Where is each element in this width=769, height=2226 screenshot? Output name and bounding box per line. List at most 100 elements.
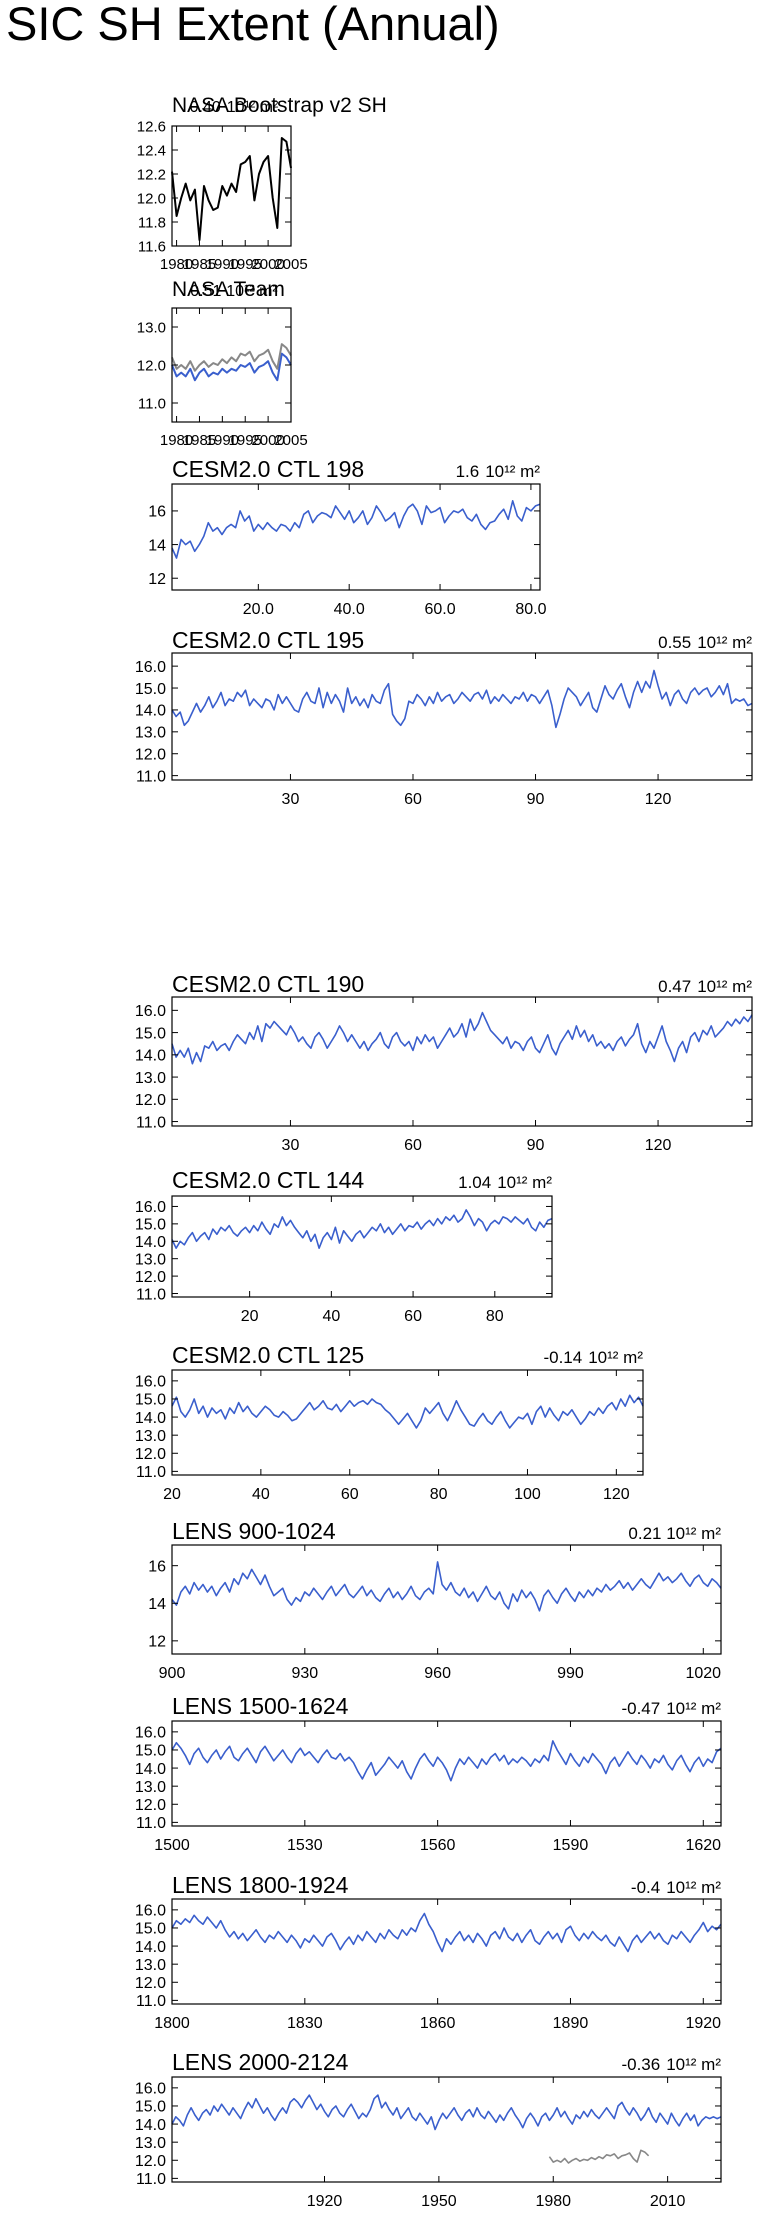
x-tick-label: 960 [424, 1665, 451, 1682]
y-tick-label: 16.0 [135, 1003, 166, 1020]
x-tick-label: 60.0 [424, 601, 455, 618]
x-tick-label: 1980 [160, 432, 193, 449]
series-line [171, 1740, 722, 1782]
trend-value: 0.51 [190, 283, 221, 300]
series-line [171, 1394, 644, 1429]
trend-unit: 10¹² m² [697, 633, 752, 652]
trend-unit: 10¹² m² [697, 977, 752, 996]
trend-annotation: 0.40 10¹² m² [190, 99, 279, 116]
x-tick-label: 2005 [274, 256, 307, 273]
y-tick-label: 13.0 [135, 1957, 166, 1974]
plot-frame [171, 2076, 722, 2183]
chart-panel: 11.012.013.014.015.016.0 20 40 60 80 100 120 CE… [135, 1342, 644, 1503]
page-title: SIC SH Extent (Annual) [6, 0, 500, 50]
trend-value: -0.36 [621, 2055, 660, 2074]
series-line [171, 1561, 722, 1612]
trend-unit: 10¹² m² [227, 99, 279, 116]
y-tick-label: 15.0 [135, 1743, 166, 1760]
series-line [171, 352, 292, 382]
chart-panel: 11.0 12.0 13.0 14.0 15.0 16.0 30 60 90 120 CESM2.0… [135, 627, 753, 808]
y-tick-label: 12.0 [135, 1269, 166, 1286]
x-tick-label: 2005 [274, 432, 307, 449]
y-tick-label: 12.0 [137, 190, 166, 207]
x-tick-label: 80 [430, 1486, 448, 1503]
y-tick-label: 13.0 [135, 1251, 166, 1268]
trend-value: 1.04 [458, 1173, 491, 1192]
y-tick-label: 14 [148, 537, 166, 554]
y-tick-label: 16 [148, 1558, 166, 1575]
x-tick-label: 80.0 [515, 601, 546, 618]
x-tick-label: 40 [252, 1486, 270, 1503]
series-line [171, 1912, 722, 1953]
x-tick-label: 80 [486, 1308, 504, 1325]
x-tick-label: 1020 [685, 1665, 721, 1682]
trend-annotation: 0.47 10¹² m² [658, 977, 752, 996]
x-tick-label: 1985 [183, 432, 216, 449]
y-tick-label: 13.0 [135, 1070, 166, 1087]
y-tick-label: 16 [148, 504, 166, 521]
x-tick-label: 990 [557, 1665, 584, 1682]
chart-panel: 12 14 16 20.0 40.0 60.0 80.0 CESM2.0 CTL 198 1.6… [148, 456, 546, 618]
y-tick-label: 12 [148, 571, 166, 588]
y-tick-label: 12 [148, 1634, 166, 1651]
chart-panel: 11.012.013.014.015.016.0 1500 1530 1560 1590… [135, 1693, 722, 1854]
x-tick-label: 60 [404, 1308, 422, 1325]
x-tick-label: 20 [163, 1486, 181, 1503]
x-tick-label: 1620 [685, 1837, 721, 1854]
y-tick-label: 11.0 [136, 1286, 166, 1303]
y-tick-label: 15.0 [135, 681, 166, 698]
x-tick-label: 120 [645, 1137, 672, 1154]
x-tick-label: 2000 [251, 256, 284, 273]
x-tick-label: 1995 [229, 432, 262, 449]
x-tick-label: 1800 [154, 2015, 190, 2032]
x-tick-label: 90 [527, 791, 545, 808]
series-line [171, 499, 541, 559]
series-line [171, 137, 292, 241]
trend-value: 0.21 [628, 1524, 661, 1543]
y-tick-label: 15.0 [135, 1921, 166, 1938]
chart-panel: 12 14 16 900 930 960 990 1020 LENS 900-1024 0.21 1… [148, 1518, 722, 1682]
y-tick-label: 12.0 [135, 1092, 166, 1109]
x-tick-label: 1860 [420, 2015, 456, 2032]
chart-panel: 11.012.013.014.015.016.0 1800 1830 1860 1890… [135, 1872, 722, 2032]
plot-frame [171, 483, 541, 591]
x-tick-label: 1995 [229, 256, 262, 273]
y-tick-label: 11.0 [136, 1464, 166, 1481]
trend-annotation: -0.4 10¹² m² [631, 1878, 721, 1897]
series-line [171, 2094, 722, 2131]
trend-annotation: 1.6 10¹² m² [456, 462, 541, 481]
y-tick-label: 14.0 [135, 1939, 166, 1956]
y-tick-label: 12.0 [135, 1975, 166, 1992]
x-tick-label: 1500 [154, 1837, 190, 1854]
chart-title: LENS 2000-2124 [172, 2049, 349, 2075]
plot-frame [171, 1898, 722, 2005]
x-tick-label: 1990 [206, 432, 239, 449]
y-tick-label: 12.6 [137, 118, 166, 135]
y-tick-label: 15.0 [135, 1217, 166, 1234]
trend-unit: 10¹² m² [666, 1524, 721, 1543]
x-tick-label: 1950 [421, 2193, 457, 2210]
plot-frame [171, 1195, 553, 1298]
chart-title: NASA Team [172, 278, 285, 301]
plot-frame [171, 652, 753, 781]
trend-annotation: 0.51 10¹² m² [190, 283, 278, 300]
chart-title: LENS 900-1024 [172, 1518, 336, 1544]
x-tick-label: 30 [282, 1137, 300, 1154]
y-tick-label: 11.0 [136, 1993, 166, 2010]
x-tick-label: 100 [514, 1486, 541, 1503]
x-tick-label: 1990 [206, 256, 239, 273]
chart-title: NASA Bootstrap v2 SH [172, 94, 387, 117]
y-tick-label: 16.0 [135, 2081, 166, 2098]
chart-title: CESM2.0 CTL 144 [172, 1167, 364, 1193]
plot-frame [171, 1720, 722, 1827]
chart-panel: 11.012.013.014.015.016.0 20 40 60 80 CESM2.0 … [135, 1167, 553, 1325]
y-tick-label: 15.0 [135, 1025, 166, 1042]
x-tick-label: 120 [645, 791, 672, 808]
x-tick-label: 60 [404, 791, 422, 808]
y-tick-label: 14.0 [135, 2117, 166, 2134]
plot-frame [171, 125, 292, 247]
y-tick-label: 11.8 [138, 214, 166, 231]
x-tick-label: 2010 [650, 2193, 686, 2210]
